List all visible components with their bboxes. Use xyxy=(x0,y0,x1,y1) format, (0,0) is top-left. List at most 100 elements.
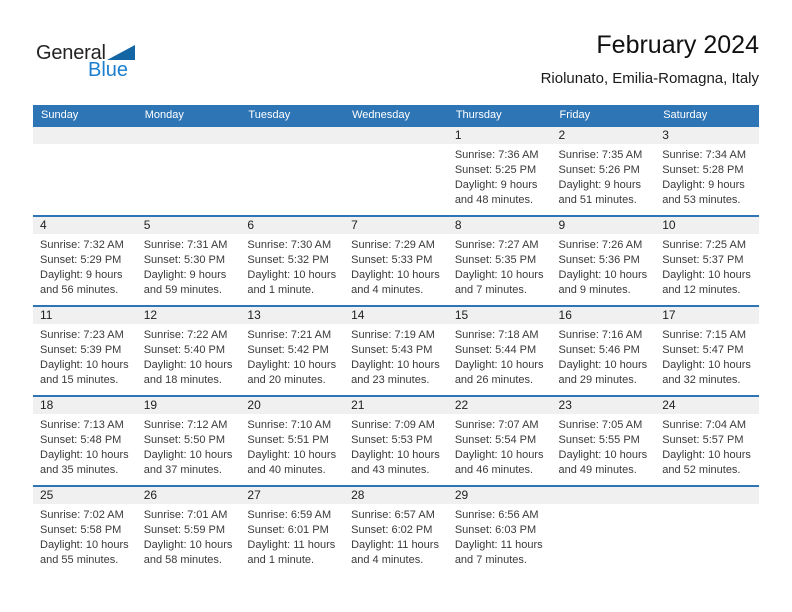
day-info: Sunrise: 7:25 AM Sunset: 5:37 PM Daylight:… xyxy=(655,234,759,298)
daylight-text: Daylight: 10 hours and 20 minutes. xyxy=(247,359,337,386)
day-info: Sunrise: 7:26 AM Sunset: 5:36 PM Daylight:… xyxy=(552,234,656,298)
daylight-text: Daylight: 10 hours and 7 minutes. xyxy=(454,269,544,296)
sunrise-text: Sunrise: 6:59 AM xyxy=(247,509,332,521)
calendar-day-cell: 25 Sunrise: 7:02 AM Sunset: 5:58 PM Dayligh… xyxy=(33,485,137,575)
calendar-day-cell: 2 Sunrise: 7:35 AM Sunset: 5:26 PM Daylight… xyxy=(551,125,656,216)
day-number xyxy=(240,127,345,144)
daylight-text: Daylight: 10 hours and 37 minutes. xyxy=(143,449,233,476)
calendar-empty-cell xyxy=(136,125,241,216)
sunrise-text: Sunrise: 6:56 AM xyxy=(454,509,539,521)
daylight-text: Daylight: 10 hours and 4 minutes. xyxy=(351,269,440,296)
calendar-day-cell: 27 Sunrise: 6:59 AM Sunset: 6:01 PM Dayligh… xyxy=(240,485,345,575)
calendar-day-cell: 22 Sunrise: 7:07 AM Sunset: 5:54 PM Dayligh… xyxy=(447,395,552,486)
sunset-text: Sunset: 5:33 PM xyxy=(351,254,433,266)
day-info: Sunrise: 7:09 AM Sunset: 5:53 PM Daylight:… xyxy=(344,414,448,478)
weekday-header-monday: Monday xyxy=(136,105,241,126)
calendar-empty-cell xyxy=(240,125,345,216)
calendar-empty-cell xyxy=(33,125,137,216)
day-info: Sunrise: 7:05 AM Sunset: 5:55 PM Daylight:… xyxy=(552,414,656,478)
calendar-day-cell: 26 Sunrise: 7:01 AM Sunset: 5:59 PM Dayligh… xyxy=(136,485,241,575)
sunrise-text: Sunrise: 7:26 AM xyxy=(558,239,643,251)
sunset-text: Sunset: 5:51 PM xyxy=(247,434,329,446)
sunset-text: Sunset: 5:30 PM xyxy=(143,254,226,266)
sunrise-text: Sunrise: 7:12 AM xyxy=(143,419,228,431)
sunrise-text: Sunrise: 7:27 AM xyxy=(454,239,539,251)
day-number: 26 xyxy=(136,487,241,504)
sunrise-text: Sunrise: 7:01 AM xyxy=(143,509,228,521)
sunset-text: Sunset: 6:01 PM xyxy=(247,524,329,536)
day-number: 18 xyxy=(33,397,137,414)
sunset-text: Sunset: 5:54 PM xyxy=(454,434,537,446)
calendar-table: Sunday Monday Tuesday Wednesday Thursday… xyxy=(33,105,759,575)
general-blue-logo: General Blue xyxy=(36,42,135,82)
calendar-day-cell: 16 Sunrise: 7:16 AM Sunset: 5:46 PM Dayligh… xyxy=(551,305,656,396)
day-number: 20 xyxy=(240,397,345,414)
day-number xyxy=(33,127,137,144)
calendar-empty-cell xyxy=(344,125,448,216)
sunrise-text: Sunrise: 7:34 AM xyxy=(662,149,746,161)
weekday-header-friday: Friday xyxy=(551,105,656,126)
weekday-header-saturday: Saturday xyxy=(655,105,759,126)
sunset-text: Sunset: 5:48 PM xyxy=(40,434,122,446)
day-number xyxy=(136,127,241,144)
sunset-text: Sunset: 5:47 PM xyxy=(662,344,744,356)
day-number xyxy=(344,127,448,144)
day-number: 17 xyxy=(655,307,759,324)
daylight-text: Daylight: 10 hours and 26 minutes. xyxy=(454,359,544,386)
sunset-text: Sunset: 5:28 PM xyxy=(662,164,744,176)
day-number: 23 xyxy=(551,397,656,414)
day-info: Sunrise: 7:35 AM Sunset: 5:26 PM Daylight:… xyxy=(552,144,656,208)
sunset-text: Sunset: 5:32 PM xyxy=(247,254,329,266)
daylight-text: Daylight: 11 hours and 4 minutes. xyxy=(351,539,439,566)
sunrise-text: Sunrise: 7:10 AM xyxy=(247,419,332,431)
daylight-text: Daylight: 9 hours and 56 minutes. xyxy=(40,269,123,296)
day-number xyxy=(551,487,656,504)
calendar-body: 1 Sunrise: 7:36 AM Sunset: 5:25 PM Daylight… xyxy=(33,125,759,575)
weekday-header-tuesday: Tuesday xyxy=(240,105,345,126)
sunrise-text: Sunrise: 7:19 AM xyxy=(351,329,435,341)
daylight-text: Daylight: 10 hours and 40 minutes. xyxy=(247,449,337,476)
day-info: Sunrise: 6:56 AM Sunset: 6:03 PM Daylight:… xyxy=(448,504,552,568)
sunrise-text: Sunrise: 7:31 AM xyxy=(143,239,228,251)
daylight-text: Daylight: 9 hours and 51 minutes. xyxy=(558,179,642,206)
day-number: 27 xyxy=(240,487,345,504)
day-number xyxy=(655,487,759,504)
day-info: Sunrise: 7:22 AM Sunset: 5:40 PM Daylight:… xyxy=(137,324,241,388)
day-number: 1 xyxy=(447,127,552,144)
sunset-text: Sunset: 5:39 PM xyxy=(40,344,122,356)
weekday-header-thursday: Thursday xyxy=(447,105,552,126)
logo-triangle-icon xyxy=(106,45,135,60)
day-number: 21 xyxy=(344,397,448,414)
sunset-text: Sunset: 5:59 PM xyxy=(143,524,226,536)
day-number: 7 xyxy=(344,217,448,234)
calendar-day-cell: 4 Sunrise: 7:32 AM Sunset: 5:29 PM Daylight… xyxy=(33,215,137,306)
sunset-text: Sunset: 6:02 PM xyxy=(351,524,433,536)
day-number: 6 xyxy=(240,217,345,234)
daylight-text: Daylight: 10 hours and 46 minutes. xyxy=(454,449,544,476)
calendar-day-cell: 10 Sunrise: 7:25 AM Sunset: 5:37 PM Dayligh… xyxy=(655,215,759,306)
day-number: 8 xyxy=(447,217,552,234)
calendar-day-cell: 28 Sunrise: 6:57 AM Sunset: 6:02 PM Dayligh… xyxy=(344,485,448,575)
calendar-day-cell: 21 Sunrise: 7:09 AM Sunset: 5:53 PM Dayligh… xyxy=(344,395,448,486)
daylight-text: Daylight: 9 hours and 53 minutes. xyxy=(662,179,745,206)
calendar-day-cell: 19 Sunrise: 7:12 AM Sunset: 5:50 PM Dayligh… xyxy=(136,395,241,486)
daylight-text: Daylight: 10 hours and 1 minute. xyxy=(247,269,337,296)
sunset-text: Sunset: 5:25 PM xyxy=(454,164,537,176)
sunrise-text: Sunrise: 7:13 AM xyxy=(40,419,124,431)
day-info: Sunrise: 7:31 AM Sunset: 5:30 PM Daylight:… xyxy=(137,234,241,298)
day-number: 11 xyxy=(33,307,137,324)
calendar-day-cell: 17 Sunrise: 7:15 AM Sunset: 5:47 PM Dayligh… xyxy=(655,305,759,396)
day-number: 19 xyxy=(136,397,241,414)
daylight-text: Daylight: 10 hours and 52 minutes. xyxy=(662,449,751,476)
sunset-text: Sunset: 6:03 PM xyxy=(454,524,537,536)
calendar-day-cell: 18 Sunrise: 7:13 AM Sunset: 5:48 PM Dayligh… xyxy=(33,395,137,486)
daylight-text: Daylight: 10 hours and 12 minutes. xyxy=(662,269,751,296)
sunrise-text: Sunrise: 7:02 AM xyxy=(40,509,124,521)
calendar-day-cell: 20 Sunrise: 7:10 AM Sunset: 5:51 PM Dayligh… xyxy=(240,395,345,486)
calendar-day-cell: 24 Sunrise: 7:04 AM Sunset: 5:57 PM Dayligh… xyxy=(655,395,759,486)
day-number: 28 xyxy=(344,487,448,504)
sunrise-text: Sunrise: 7:15 AM xyxy=(662,329,746,341)
calendar-day-cell: 7 Sunrise: 7:29 AM Sunset: 5:33 PM Daylight… xyxy=(344,215,448,306)
location-subtitle: Riolunato, Emilia-Romagna, Italy xyxy=(540,70,759,87)
sunrise-text: Sunrise: 7:21 AM xyxy=(247,329,332,341)
